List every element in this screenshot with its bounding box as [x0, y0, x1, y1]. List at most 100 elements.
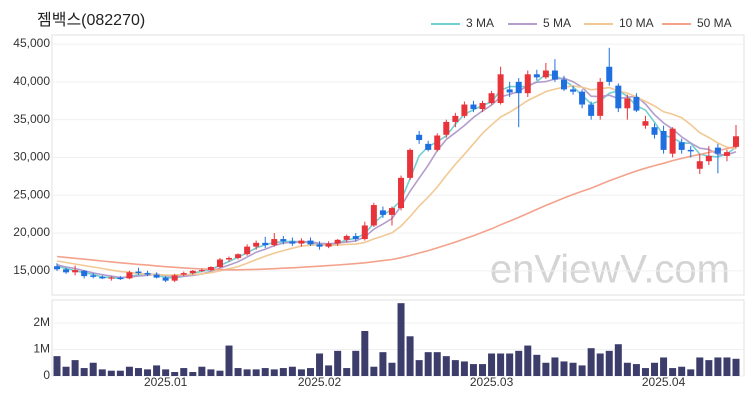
volume-bar — [352, 350, 360, 376]
volume-bar — [297, 369, 305, 376]
candle-body — [289, 241, 296, 244]
volume-bar — [569, 362, 577, 376]
candle-body — [542, 70, 549, 78]
candle-body — [117, 277, 124, 280]
candle-body — [226, 257, 233, 260]
volume-bar — [687, 369, 695, 376]
volume-bar — [533, 354, 541, 376]
candle-body — [579, 91, 586, 105]
candle-body — [198, 270, 205, 272]
volume-bar — [560, 361, 568, 376]
candle-body — [135, 271, 142, 274]
volume-bar — [415, 360, 423, 376]
candle-body — [597, 81, 604, 116]
candle-body — [660, 130, 667, 150]
candle-body — [171, 275, 178, 281]
candle-body — [524, 74, 531, 94]
volume-bar — [578, 365, 586, 376]
candle-body — [678, 142, 685, 150]
candle-body — [180, 273, 187, 275]
volume-bar — [469, 364, 477, 376]
candle-body — [162, 277, 169, 281]
volume-bar — [669, 368, 677, 376]
candle-body — [416, 134, 423, 141]
volume-bar — [80, 368, 88, 376]
candle-body — [479, 103, 486, 110]
candle-body — [81, 270, 88, 277]
y-tick-label: 1M — [33, 342, 50, 356]
volume-bar — [361, 330, 369, 376]
volume-bar — [587, 348, 595, 376]
candle-body — [461, 104, 468, 116]
volume-bar — [424, 352, 432, 376]
candle-body — [388, 208, 395, 215]
candle-body — [235, 254, 242, 258]
volume-bar — [451, 360, 459, 376]
volume-bar — [325, 365, 333, 376]
x-tick-label: 2025.04 — [642, 375, 686, 389]
candle-body — [352, 236, 359, 240]
volume-bar — [506, 353, 514, 376]
volume-bar — [641, 368, 649, 376]
volume-bar — [696, 357, 704, 376]
candle-body — [307, 240, 314, 245]
candle-body — [379, 210, 386, 215]
volume-bar — [442, 356, 450, 376]
volume-bar — [660, 357, 668, 376]
y-tick-label: 25,000 — [13, 187, 50, 201]
legend-label: 10 MA — [619, 16, 654, 30]
volume-bar — [288, 366, 296, 376]
candle-body — [99, 276, 106, 279]
candle-body — [606, 66, 613, 82]
volume-bar — [605, 350, 613, 376]
volume-bar — [614, 344, 622, 376]
volume-bar — [723, 357, 731, 376]
volume-bar — [596, 353, 604, 376]
volume-bar — [171, 372, 179, 376]
volume-bar — [397, 303, 405, 376]
volume-bar — [189, 372, 197, 376]
candle-body — [488, 93, 495, 104]
y-tick-label: 2M — [33, 315, 50, 329]
volume-bar — [316, 353, 324, 376]
volume-bar — [542, 362, 550, 376]
candle-body — [723, 152, 730, 156]
candle-body — [90, 275, 97, 277]
y-tick-label: 45,000 — [13, 36, 50, 50]
candle-body — [153, 274, 160, 278]
volume-bar — [53, 356, 61, 376]
volume-bar — [89, 362, 97, 376]
candle-body — [334, 239, 341, 244]
candle-body — [497, 74, 504, 104]
volume-bar — [488, 353, 496, 376]
candle-body — [216, 259, 223, 268]
volume-bar — [134, 368, 142, 376]
volume-bar — [270, 369, 278, 376]
volume-bar — [279, 368, 287, 376]
y-tick-label: 40,000 — [13, 74, 50, 88]
volume-bar — [379, 352, 387, 376]
chart-title: 젬백스(082270) — [37, 11, 145, 29]
volume-bar — [334, 350, 342, 376]
candle-body — [560, 79, 567, 90]
volume-bar — [261, 368, 269, 376]
candle-body — [452, 115, 459, 122]
candle-body — [470, 104, 477, 110]
volume-bar — [460, 361, 468, 376]
volume-bar — [234, 368, 242, 376]
candle-body — [207, 267, 214, 271]
y-tick-label: 20,000 — [13, 225, 50, 239]
volume-bar — [343, 368, 351, 376]
candle-body — [262, 242, 269, 246]
candle-body — [651, 127, 658, 135]
volume-bar — [388, 362, 396, 376]
candle-body — [370, 205, 377, 226]
candle-body — [506, 89, 513, 93]
x-tick-label: 2025.01 — [144, 375, 188, 389]
candle-body — [144, 273, 151, 275]
volume-bar — [71, 360, 79, 376]
ma-line — [56, 145, 737, 271]
candle-body — [126, 272, 133, 279]
